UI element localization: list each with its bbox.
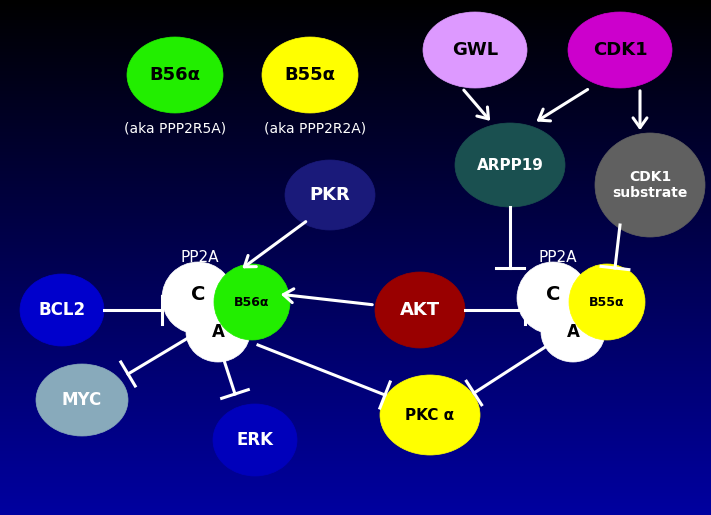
Ellipse shape	[541, 302, 605, 362]
Ellipse shape	[568, 12, 672, 88]
Ellipse shape	[127, 37, 223, 113]
Text: GWL: GWL	[452, 41, 498, 59]
Ellipse shape	[20, 274, 104, 346]
Ellipse shape	[375, 272, 465, 348]
Text: ARPP19: ARPP19	[476, 158, 543, 173]
Text: MYC: MYC	[62, 391, 102, 409]
Ellipse shape	[214, 264, 290, 340]
Text: (aka PPP2R5A): (aka PPP2R5A)	[124, 121, 226, 135]
Text: B56α: B56α	[234, 296, 269, 308]
Ellipse shape	[36, 364, 128, 436]
Text: ERK: ERK	[237, 431, 274, 449]
Ellipse shape	[262, 37, 358, 113]
Text: PP2A: PP2A	[539, 250, 577, 266]
Ellipse shape	[423, 12, 527, 88]
Text: C: C	[191, 284, 205, 303]
Text: C: C	[546, 284, 560, 303]
Ellipse shape	[595, 133, 705, 237]
Ellipse shape	[213, 404, 297, 476]
Ellipse shape	[162, 262, 234, 334]
Ellipse shape	[569, 264, 645, 340]
Text: B55α: B55α	[284, 66, 336, 84]
Text: PP2A: PP2A	[181, 250, 219, 266]
Text: A: A	[212, 323, 225, 341]
Ellipse shape	[186, 302, 250, 362]
Ellipse shape	[380, 375, 480, 455]
Text: B55α: B55α	[589, 296, 625, 308]
Text: CDK1: CDK1	[593, 41, 647, 59]
Ellipse shape	[285, 160, 375, 230]
Text: (aka PPP2R2A): (aka PPP2R2A)	[264, 121, 366, 135]
Text: PKR: PKR	[309, 186, 351, 204]
Text: CDK1
substrate: CDK1 substrate	[612, 170, 688, 200]
Text: BCL2: BCL2	[38, 301, 85, 319]
Text: B56α: B56α	[149, 66, 201, 84]
Ellipse shape	[517, 262, 589, 334]
Ellipse shape	[455, 123, 565, 207]
Text: A: A	[567, 323, 579, 341]
Text: PKC α: PKC α	[405, 407, 454, 422]
Text: AKT: AKT	[400, 301, 440, 319]
